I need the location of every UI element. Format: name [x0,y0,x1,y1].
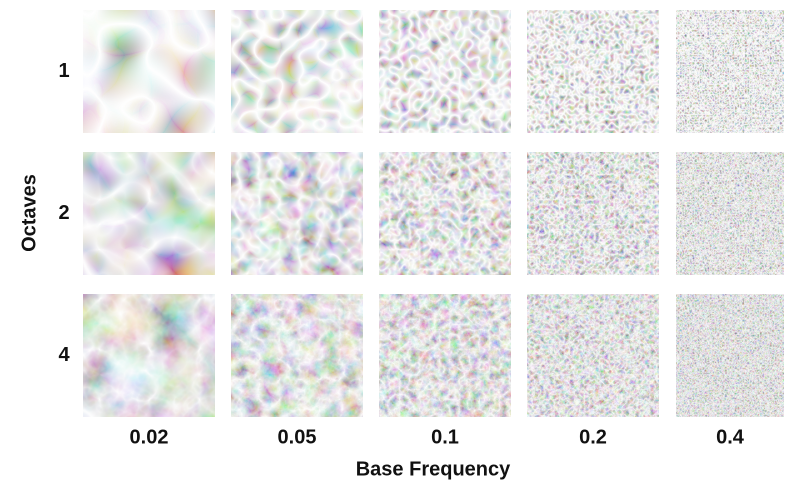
noise-tile [527,10,659,133]
noise-tile [83,152,215,275]
noise-tile [379,10,511,133]
noise-tile [231,152,363,275]
column-label: 0.05 [278,426,317,448]
noise-tile [527,152,659,275]
noise-tile [231,10,363,133]
noise-tile [527,294,659,417]
column-label: 0.2 [579,426,607,448]
noise-tile [83,10,215,133]
noise-tile [379,152,511,275]
row-label: 2 [58,202,69,224]
column-label: 0.4 [716,426,745,448]
y-axis-title: Octaves [18,174,40,252]
noise-tile [676,152,784,275]
noise-tile [231,294,363,417]
row-label: 4 [58,344,70,366]
noise-tile [379,294,511,417]
row-label: 1 [58,60,69,82]
noise-tile [676,10,784,133]
noise-tile [83,294,215,417]
x-axis-title: Base Frequency [356,458,511,480]
column-label: 0.02 [130,426,169,448]
column-label: 0.1 [431,426,459,448]
noise-tile [676,294,784,417]
